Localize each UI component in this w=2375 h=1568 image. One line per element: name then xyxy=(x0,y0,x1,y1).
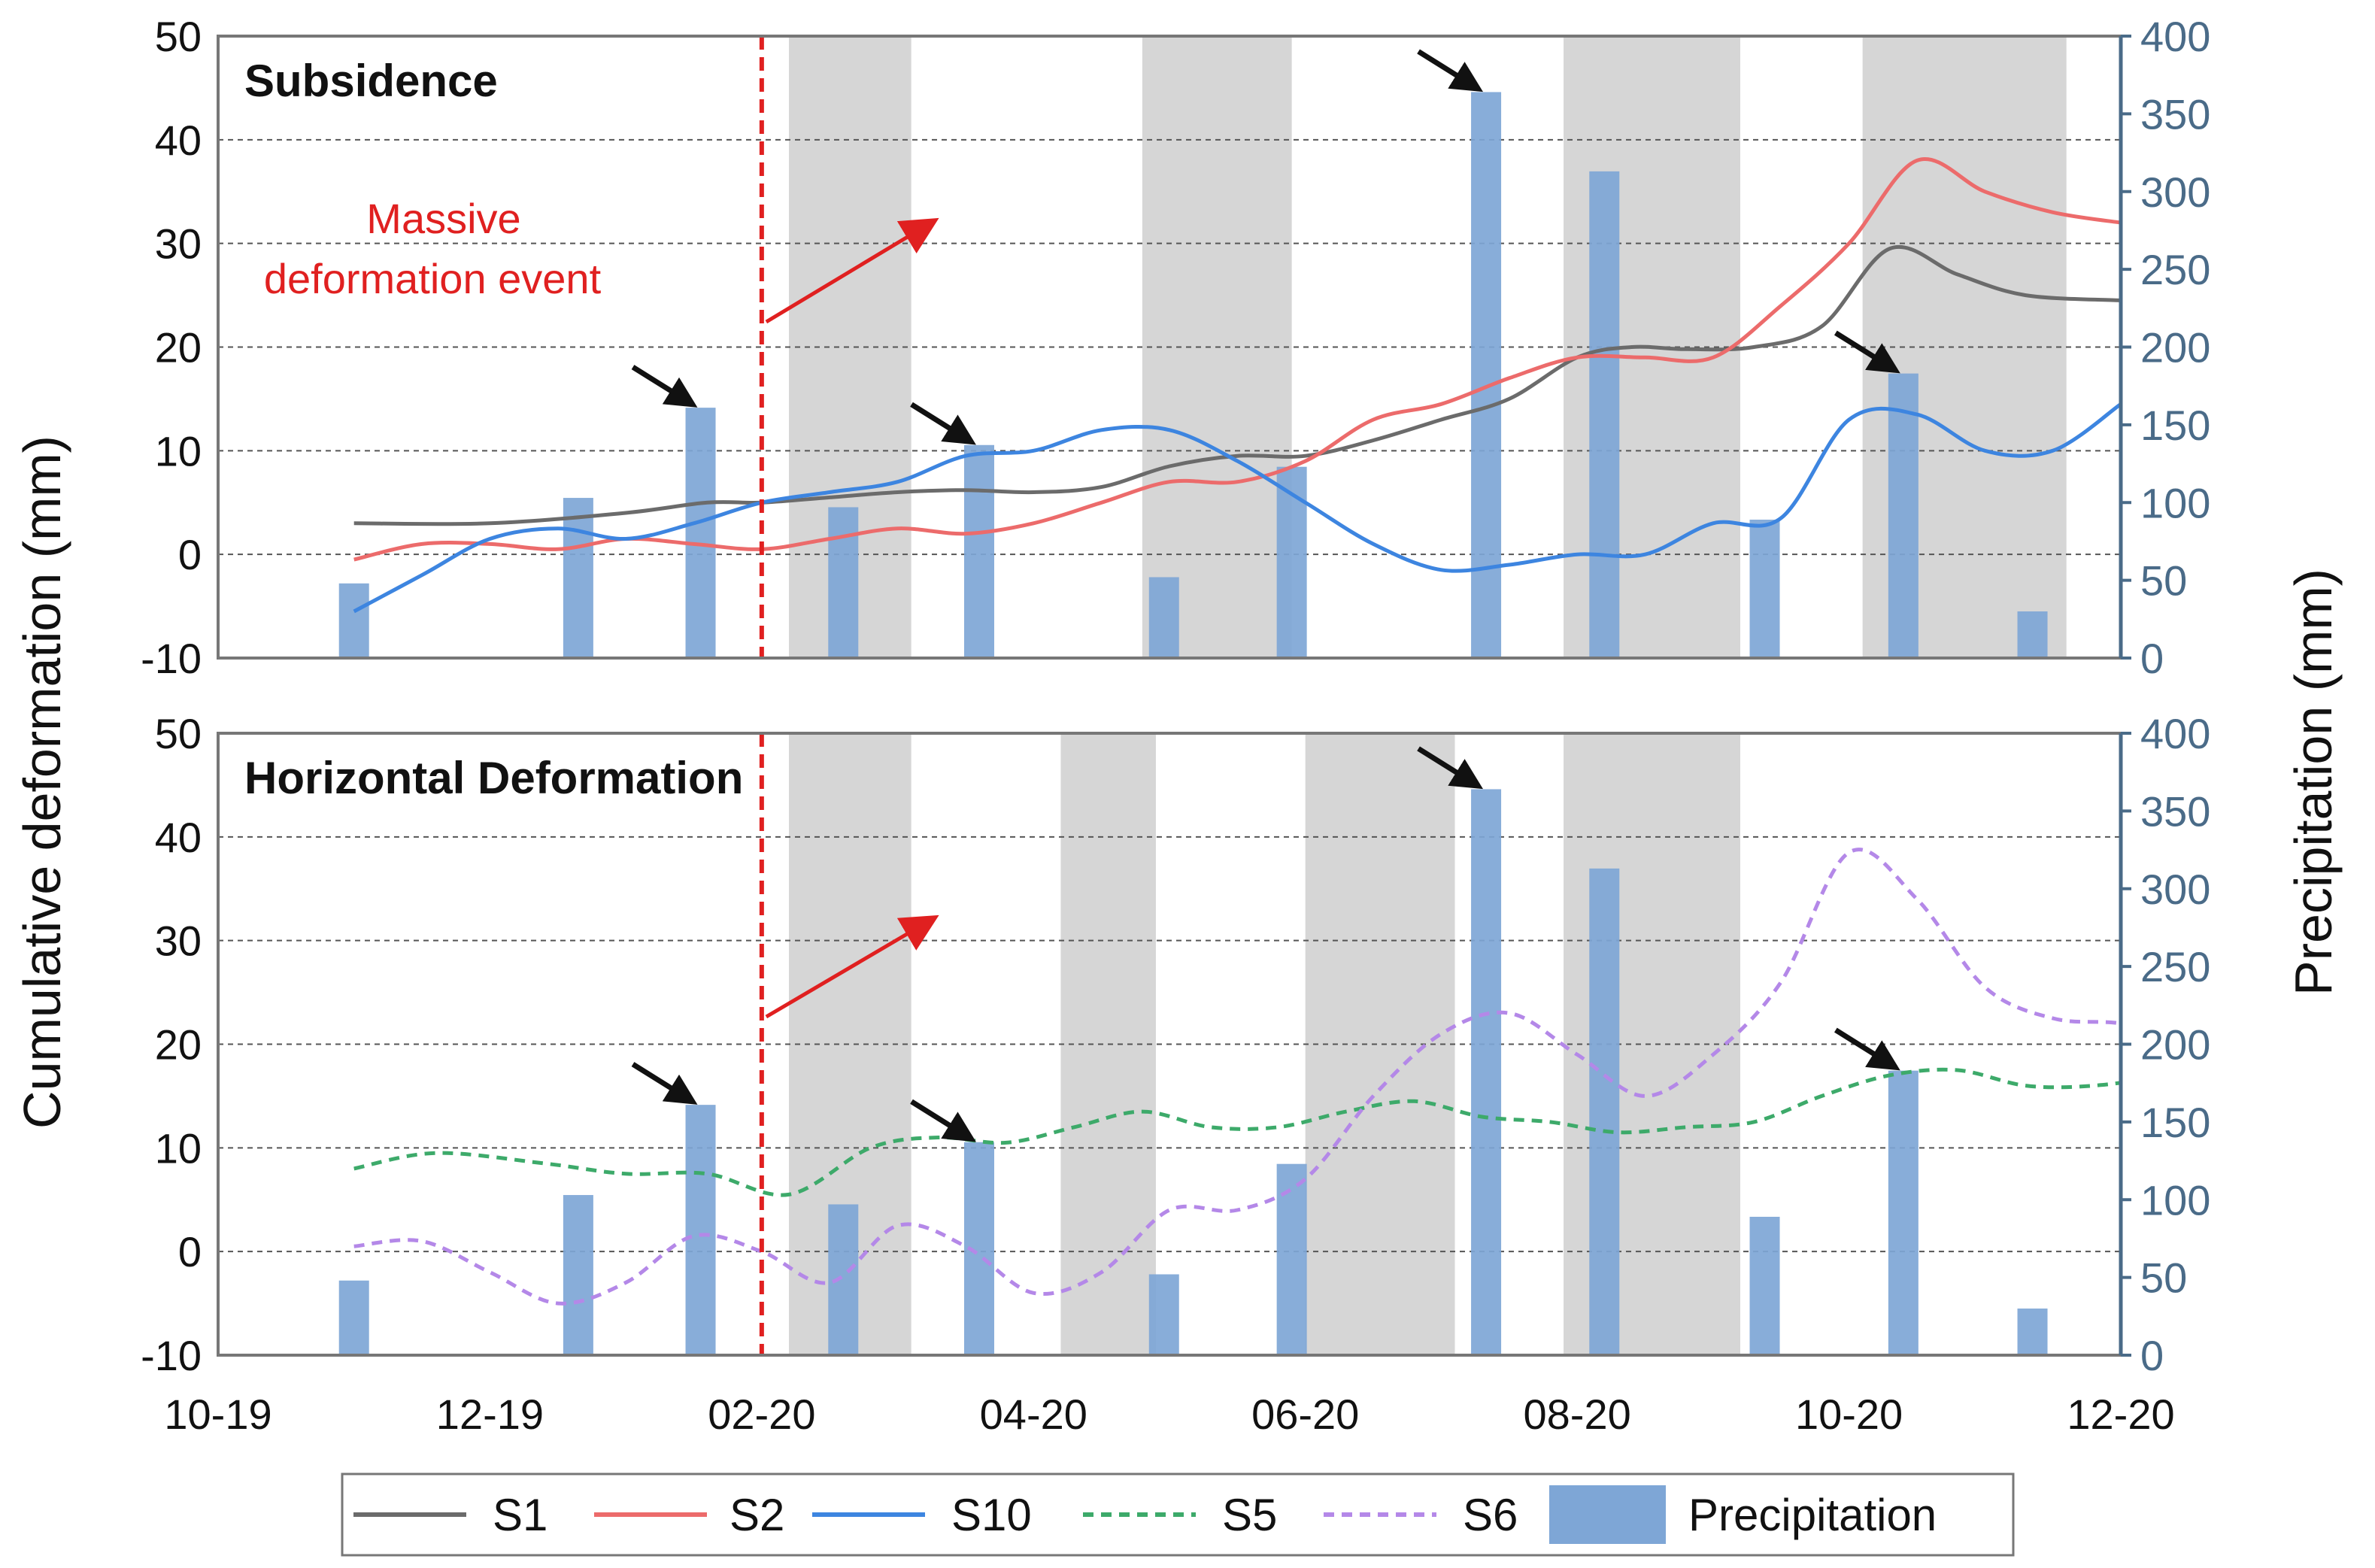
precip-bar xyxy=(2017,1308,2048,1355)
x-tick-label: 12-19 xyxy=(436,1391,544,1438)
y-left-tick-label: 10 xyxy=(155,427,202,475)
precip-bar xyxy=(1276,1163,1307,1355)
precip-bar xyxy=(685,1105,716,1355)
y-right-tick-label: 100 xyxy=(2140,1176,2210,1224)
event-label-line2: deformation event xyxy=(264,255,602,302)
legend-label-s2: S2 xyxy=(729,1490,784,1540)
precip-bar xyxy=(563,498,593,658)
y-right-tick-label: 350 xyxy=(2140,787,2210,835)
y-right-axis-title: Precipitation (mm) xyxy=(2284,569,2343,996)
y-left-tick-label: 30 xyxy=(155,220,202,268)
y-left-tick-label: 50 xyxy=(155,13,202,60)
peak-arrow xyxy=(631,1062,698,1105)
y-left-tick-label: 50 xyxy=(155,710,202,757)
y-right-tick-label: 0 xyxy=(2140,635,2164,682)
series-line-s5 xyxy=(353,1067,2121,1197)
x-tick-label: 04-20 xyxy=(980,1391,1087,1438)
series-line-s1 xyxy=(353,245,2121,526)
precip-bar xyxy=(1589,171,1620,658)
y-left-tick-label: 30 xyxy=(155,917,202,965)
x-tick-label: 12-20 xyxy=(2067,1391,2174,1438)
y-right-tick-label: 350 xyxy=(2140,90,2210,138)
legend-label-s6: S6 xyxy=(1463,1490,1518,1540)
panel-horizontal: -10 0 10 20 30 40 50 0 50 100 150 200 250 300 350 400 Ho… xyxy=(141,710,2210,1379)
y-right-tick-label: 50 xyxy=(2140,557,2187,605)
series-line-s2 xyxy=(353,157,2121,562)
plot-area xyxy=(218,36,2121,658)
legend-swatch-precipitation xyxy=(1549,1485,1666,1544)
y-left-tick-label: -10 xyxy=(141,635,202,682)
legend: S1 S2 S10 S5 S6 Precipitation xyxy=(341,1472,2015,1557)
precip-bar xyxy=(1749,519,1780,658)
y-right-tick-label: 400 xyxy=(2140,13,2210,60)
event-label-line1: Massive xyxy=(366,195,520,242)
precip-bar xyxy=(1148,1274,1179,1355)
trend-arrow xyxy=(765,914,939,1019)
y-left-tick-label: 20 xyxy=(155,1021,202,1069)
legend-label-s10: S10 xyxy=(951,1490,1032,1540)
shaded-period-3 xyxy=(1305,733,1455,1355)
y-right-tick-label: 50 xyxy=(2140,1254,2187,1302)
precip-bar xyxy=(338,1280,369,1355)
peak-arrow xyxy=(1834,1027,1900,1071)
precip-bar xyxy=(828,507,859,658)
x-tick-label: 02-20 xyxy=(708,1391,815,1438)
panel-title: Subsidence xyxy=(244,56,498,106)
peak-arrow xyxy=(1834,330,1900,374)
panel-title: Horizontal Deformation xyxy=(244,753,743,803)
peak-arrow xyxy=(1417,49,1484,93)
peak-arrow xyxy=(1417,746,1484,790)
precip-bar xyxy=(1888,1070,1919,1355)
y-right-tick-label: 200 xyxy=(2140,324,2210,372)
y-left-tick-label: 10 xyxy=(155,1124,202,1172)
precip-bar xyxy=(964,444,994,658)
y-left-tick-label: 40 xyxy=(155,814,202,861)
precip-bar xyxy=(1589,868,1620,1355)
event-annotation: Massive deformation event xyxy=(264,195,602,302)
x-tick-label: 10-19 xyxy=(164,1391,271,1438)
peak-arrow xyxy=(910,402,976,445)
y-left-axis-title: Cumulative deformation (mm) xyxy=(13,435,71,1129)
y-left-tick-label: 40 xyxy=(155,117,202,164)
y-right-tick-label: 200 xyxy=(2140,1021,2210,1069)
y-right-tick-label: 300 xyxy=(2140,168,2210,216)
y-right-tick-label: 100 xyxy=(2140,479,2210,526)
plot-area xyxy=(218,733,2121,1355)
series-line-s10 xyxy=(353,402,2121,614)
y-right-tick-label: 150 xyxy=(2140,402,2210,449)
x-tick-label: 06-20 xyxy=(1251,1391,1359,1438)
legend-label-precipitation: Precipitation xyxy=(1688,1490,1937,1540)
x-tick-label: 08-20 xyxy=(1524,1391,1631,1438)
y-left-tick-label: 0 xyxy=(178,531,202,578)
precip-bar xyxy=(2017,611,2048,658)
panel-subsidence: -10 0 10 20 30 40 50 0 50 100 150 200 250 300 350 400 Su… xyxy=(141,13,2210,682)
trend-arrow xyxy=(765,217,939,324)
peak-arrow xyxy=(631,365,698,408)
precip-bar xyxy=(1148,577,1179,658)
y-left-tick-label: -10 xyxy=(141,1332,202,1379)
y-left-tick-label: 0 xyxy=(178,1228,202,1275)
x-tick-label: 10-20 xyxy=(1795,1391,1903,1438)
legend-label-s1: S1 xyxy=(493,1490,547,1540)
precip-bar xyxy=(1471,789,1502,1355)
precip-bar xyxy=(1471,92,1502,658)
y-left-tick-label: 20 xyxy=(155,324,202,372)
series-line-s6 xyxy=(353,848,2121,1306)
y-right-tick-label: 400 xyxy=(2140,710,2210,757)
y-right-tick-label: 300 xyxy=(2140,866,2210,913)
precip-bar xyxy=(1749,1216,1780,1355)
y-right-tick-label: 250 xyxy=(2140,943,2210,990)
precip-bar xyxy=(1888,373,1919,658)
y-right-tick-label: 150 xyxy=(2140,1099,2210,1146)
precip-bar xyxy=(338,583,369,658)
precip-bar xyxy=(685,408,716,658)
legend-label-s5: S5 xyxy=(1222,1490,1277,1540)
y-right-tick-label: 0 xyxy=(2140,1332,2164,1379)
peak-arrow xyxy=(910,1099,976,1142)
precip-bar xyxy=(563,1195,593,1355)
y-right-tick-label: 250 xyxy=(2140,246,2210,293)
